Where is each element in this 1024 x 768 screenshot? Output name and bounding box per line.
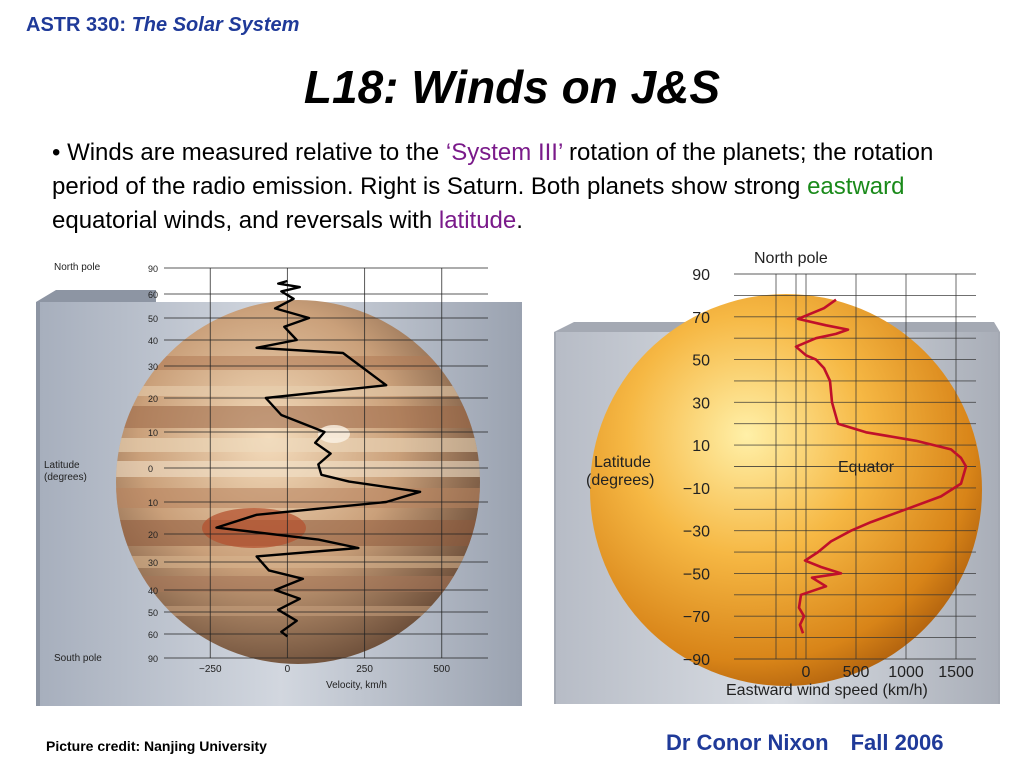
jupiter-x-tick: 0 — [285, 664, 291, 675]
saturn-y-tick: −50 — [683, 566, 710, 583]
picture-credit: Picture credit: Nanjing University — [46, 738, 267, 754]
saturn-y-tick: −30 — [683, 524, 710, 541]
jupiter-x-tick: 250 — [356, 664, 373, 675]
eastward-highlight: eastward — [807, 173, 905, 200]
saturn-wind-profile — [794, 298, 968, 634]
saturn-profile-line — [794, 298, 968, 634]
jupiter-x-tick: −250 — [199, 664, 222, 675]
jupiter-y-tick: 90 — [148, 654, 158, 664]
jupiter-y-tick: 20 — [148, 394, 158, 404]
jupiter-x-tick-labels: −250 0 250 500 — [199, 664, 450, 675]
jupiter-y-tick: 30 — [148, 558, 158, 568]
jupiter-y-tick: 20 — [148, 530, 158, 540]
jupiter-y-tick: 10 — [148, 428, 158, 438]
saturn-top-label: North pole — [754, 250, 828, 267]
equator-annotation: Equator — [838, 459, 895, 476]
latitude-highlight: latitude — [438, 207, 517, 234]
saturn-wind-figure: 90 70 50 30 10 −10 −30 −50 −70 −90 0 500 1000 1500 N… — [554, 250, 1000, 704]
jupiter-y-axis-label-line-2: (degrees) — [44, 472, 87, 483]
saturn-y-tick: 30 — [692, 395, 710, 412]
course-header: ASTR 330: The Solar System — [26, 14, 299, 37]
saturn-y-tick: 90 — [692, 267, 710, 284]
jupiter-profile-line — [215, 279, 422, 638]
bullet-text: • Winds are measured relative to the ‘Sy… — [52, 136, 982, 238]
jupiter-x-tick: 500 — [433, 664, 450, 675]
saturn-y-axis-label-line-2: (degrees) — [586, 472, 654, 489]
term-label: Fall 2006 — [850, 730, 944, 755]
great-red-spot — [202, 508, 306, 548]
saturn-x-tick: 1000 — [888, 664, 924, 681]
jupiter-y-tick: 50 — [148, 314, 158, 324]
saturn-y-tick: 10 — [692, 438, 710, 455]
course-subtitle: The Solar System — [131, 14, 300, 36]
bullet-part-4: . — [516, 207, 523, 234]
course-code: ASTR 330: — [26, 14, 127, 36]
bullet-part-2: rotation of the planets; the rotation pe… — [52, 139, 934, 200]
slide-title: L18: Winds on J&S — [303, 61, 721, 113]
saturn-x-tick: 500 — [843, 664, 870, 681]
jupiter-top-label: North pole — [54, 262, 101, 273]
bullet-part-1: Winds are measured relative to the — [60, 139, 446, 166]
jupiter-y-tick: 0 — [148, 464, 153, 474]
jupiter-wind-profile — [215, 279, 422, 638]
jupiter-y-tick: 40 — [148, 586, 158, 596]
bullet-part-3: equatorial winds, and reversals with — [52, 207, 439, 234]
jupiter-y-axis-label: Latitude (degrees) — [44, 460, 87, 483]
author-name: Dr Conor Nixon — [666, 730, 829, 755]
saturn-y-tick: 70 — [692, 310, 710, 327]
saturn-x-tick: 0 — [802, 664, 811, 681]
system-iii-highlight: ‘System III’ — [445, 139, 563, 166]
jupiter-y-axis-label-line-1: Latitude — [44, 460, 80, 471]
jupiter-y-tick: 90 — [148, 264, 158, 274]
saturn-globe — [590, 294, 982, 686]
saturn-grid — [734, 273, 976, 660]
jupiter-y-tick: 10 — [148, 498, 158, 508]
saturn-y-tick: −90 — [683, 652, 710, 669]
jupiter-y-tick: 60 — [148, 290, 158, 300]
saturn-y-tick: 50 — [692, 353, 710, 370]
bullet-marker: • — [52, 139, 61, 166]
jupiter-y-tick: 30 — [148, 362, 158, 372]
author-footer: Dr Conor Nixon Fall 2006 — [666, 730, 944, 756]
jupiter-x-axis-label: Velocity, km/h — [326, 680, 387, 691]
saturn-x-tick: 1500 — [938, 664, 974, 681]
jupiter-bottom-label: South pole — [54, 653, 102, 664]
jupiter-y-tick: 40 — [148, 336, 158, 346]
saturn-y-tick-labels: 90 70 50 30 10 −10 −30 −50 −70 −90 — [683, 267, 710, 669]
saturn-y-axis-label: Latitude (degrees) — [586, 454, 655, 489]
saturn-y-tick: −10 — [683, 481, 710, 498]
saturn-y-tick: −70 — [683, 609, 710, 626]
jupiter-grid — [164, 267, 488, 659]
jupiter-y-tick: 60 — [148, 630, 158, 640]
saturn-x-axis-label: Eastward wind speed (km/h) — [726, 682, 928, 699]
saturn-y-axis-label-line-1: Latitude — [594, 454, 651, 471]
saturn-x-tick-labels: 0 500 1000 1500 — [802, 664, 974, 681]
jupiter-wind-figure: 90 60 50 40 30 20 10 0 10 20 30 40 50 60 90 −250 0 250 50… — [36, 262, 522, 706]
jupiter-y-tick: 50 — [148, 608, 158, 618]
jupiter-y-tick-labels: 90 60 50 40 30 20 10 0 10 20 30 40 50 60 90 — [148, 264, 158, 664]
